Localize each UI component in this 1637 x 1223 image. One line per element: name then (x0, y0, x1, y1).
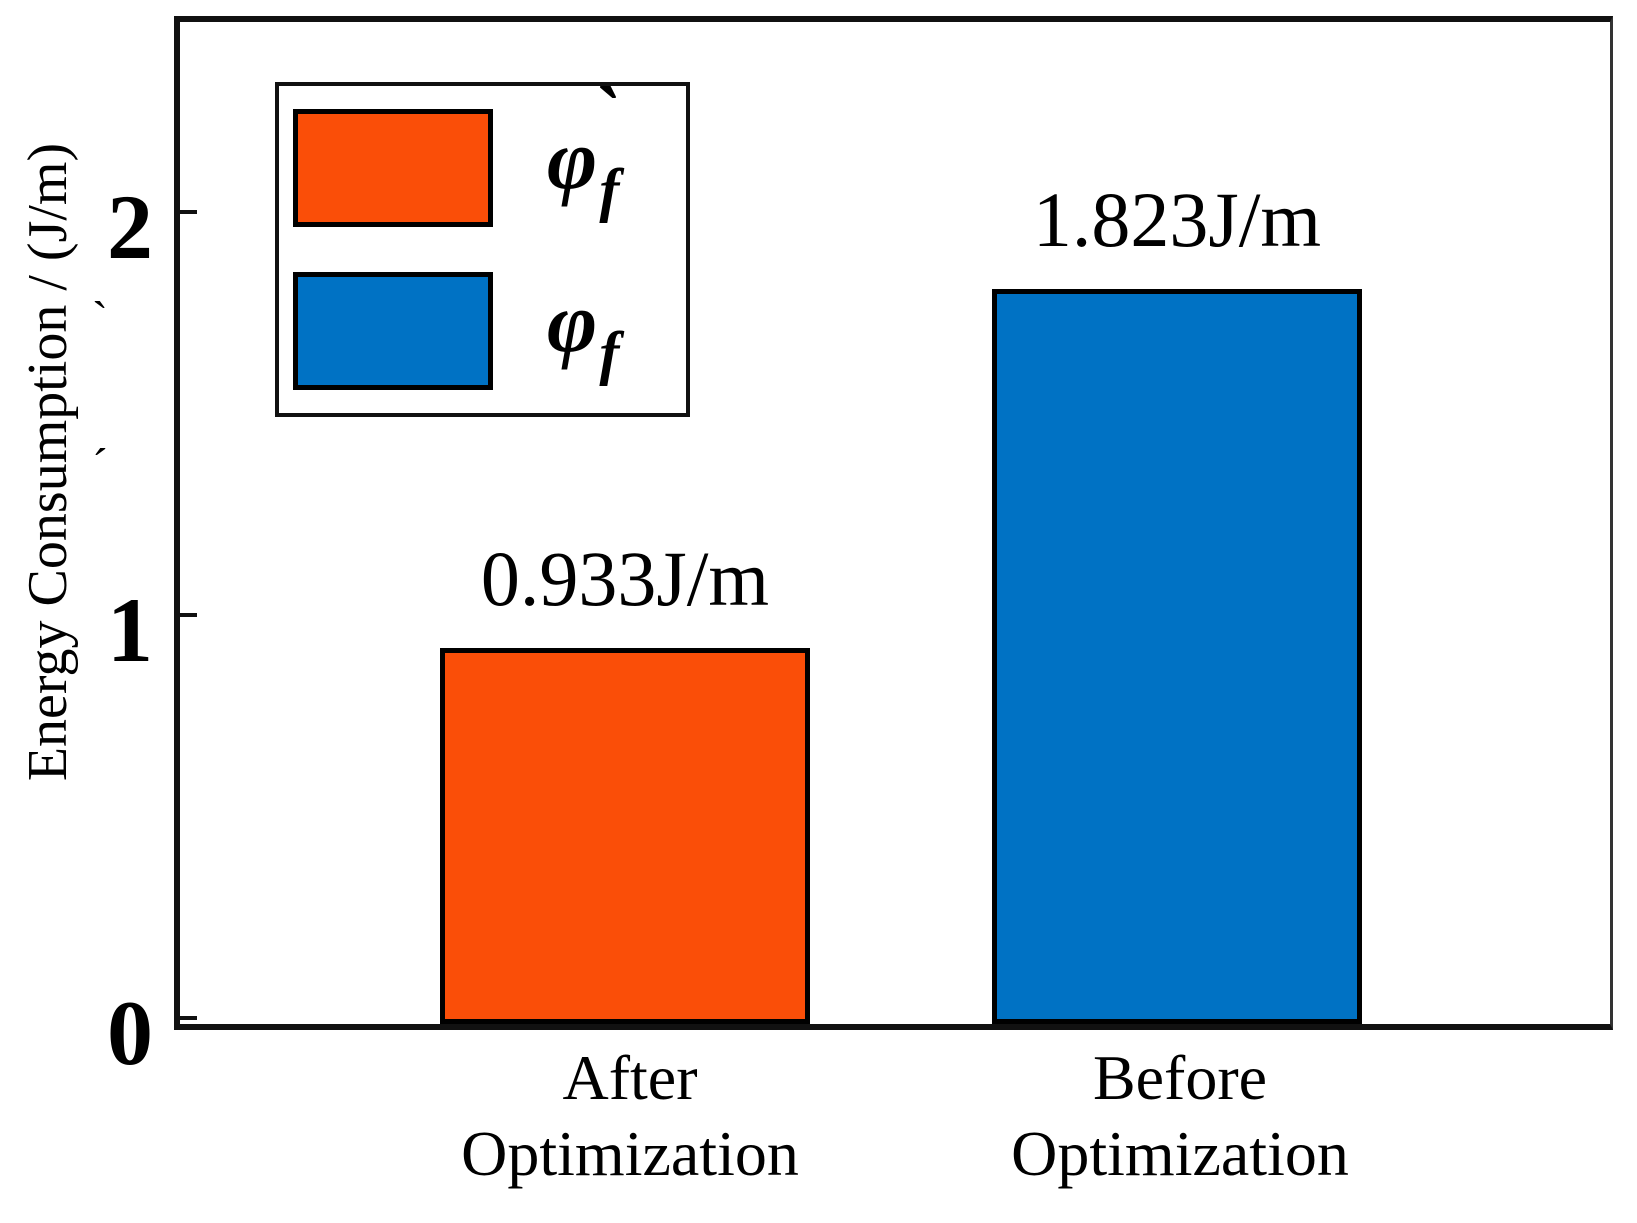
bar-value-label: 0.933J/m (480, 535, 770, 622)
legend-swatch-blue (293, 272, 493, 391)
x-category-label-after: After Optimization (330, 1040, 930, 1192)
bar-value-label: 1.823J/m (1032, 176, 1322, 263)
legend-swatch-orange (293, 108, 493, 227)
category-line: Before (1092, 1042, 1268, 1113)
phi-symbol: φ (547, 274, 598, 371)
category-line: Optimization (1011, 1118, 1349, 1189)
category-line: Optimization (461, 1118, 799, 1189)
y-tick-label: 1 (107, 579, 153, 681)
phi-symbol: φ (547, 110, 598, 207)
grave-accent: ` (591, 71, 618, 160)
subscript-f: f (599, 156, 620, 223)
legend-item-phi-accented: φ ` f (279, 76, 686, 250)
stray-accent-mark: ´ (92, 439, 108, 492)
category-line: After (562, 1042, 698, 1113)
y-axis-tick (180, 613, 197, 617)
stray-accent-mark: ` (92, 292, 108, 345)
y-axis-tick (180, 210, 197, 214)
y-axis-tick (180, 1016, 197, 1020)
y-tick-label: 2 (107, 176, 153, 278)
legend-label-phi-accented: φ ` f (547, 76, 620, 223)
subscript-f: f (599, 320, 620, 387)
y-tick-label: 0 (107, 982, 153, 1084)
x-category-label-before: Before Optimization (880, 1040, 1480, 1192)
bar-before-optimization (992, 289, 1362, 1024)
bar-after-optimization (440, 648, 810, 1024)
